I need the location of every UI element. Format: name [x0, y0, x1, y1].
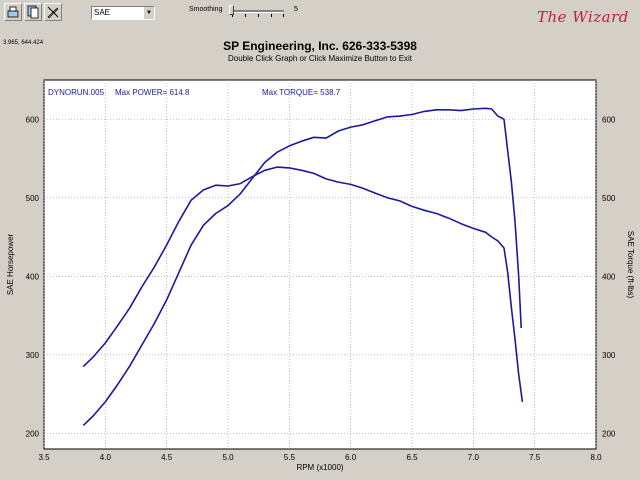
x-tick-label: 5.5: [284, 453, 296, 462]
x-tick-label: 3.5: [38, 453, 50, 462]
x-tick-label: 6.0: [345, 453, 357, 462]
x-tick-label: 8.0: [590, 453, 602, 462]
smoothing-label: Smoothing: [189, 6, 223, 13]
max-torque-label: Max TORQUE= 538.7: [262, 88, 341, 97]
smoothing-value: 5: [294, 6, 298, 13]
y2-axis-label: SAE Torque (ft-lbs): [626, 231, 635, 299]
max-power-label: Max POWER= 614.8: [115, 88, 190, 97]
graph-subtitle: Double Click Graph or Click Maximize But…: [227, 54, 413, 63]
graph-title: SP Engineering, Inc. 626-333-5398: [223, 39, 417, 53]
y2-tick-label: 500: [602, 194, 616, 203]
y-tick-label: 400: [26, 272, 40, 281]
y-axis-label: SAE Horsepower: [6, 233, 15, 295]
y-tick-label: 500: [26, 194, 40, 203]
x-tick-label: 4.5: [161, 453, 173, 462]
y-tick-label: 200: [26, 429, 40, 438]
slider-tick: [271, 14, 272, 17]
toolbar: SAE ▼ Smoothing 5 The Wizard: [0, 0, 640, 34]
units-select[interactable]: SAE ▼: [91, 6, 155, 20]
x-tick-label: 7.5: [529, 453, 541, 462]
print-icon: [7, 6, 19, 18]
x-tick-label: 7.0: [468, 453, 480, 462]
torque-line: [82, 166, 524, 403]
y-tick-label: 300: [26, 351, 40, 360]
slider-tick: [283, 14, 284, 17]
cursor-readout: 3.965, 644.424: [3, 40, 44, 46]
smoothing-slider[interactable]: [230, 10, 284, 13]
run-label: DYNORUN.005: [48, 88, 105, 97]
y-tick-label: 600: [26, 115, 40, 124]
y2-tick-label: 400: [602, 272, 616, 281]
wizard-logo: The Wizard: [537, 8, 629, 26]
print-button[interactable]: [4, 3, 22, 21]
copy-icon: [27, 5, 39, 19]
x-tick-label: 5.0: [222, 453, 234, 462]
copy-button[interactable]: [24, 3, 42, 21]
units-select-value: SAE: [94, 8, 111, 17]
x-axis-label: RPM (x1000): [296, 463, 343, 472]
slider-tick: [232, 14, 233, 17]
tools-button[interactable]: [44, 3, 62, 21]
y2-tick-label: 300: [602, 351, 616, 360]
plot-area: [43, 79, 597, 450]
chevron-down-icon[interactable]: ▼: [143, 7, 154, 19]
horsepower-line: [82, 107, 522, 426]
slider-tick: [258, 14, 259, 17]
y2-tick-label: 600: [602, 115, 616, 124]
y2-tick-label: 200: [602, 429, 616, 438]
x-tick-label: 6.5: [406, 453, 418, 462]
smoothing-slider-thumb[interactable]: [229, 5, 234, 15]
x-tick-label: 4.0: [100, 453, 112, 462]
slider-tick: [245, 14, 246, 17]
tools-icon: [47, 6, 59, 19]
